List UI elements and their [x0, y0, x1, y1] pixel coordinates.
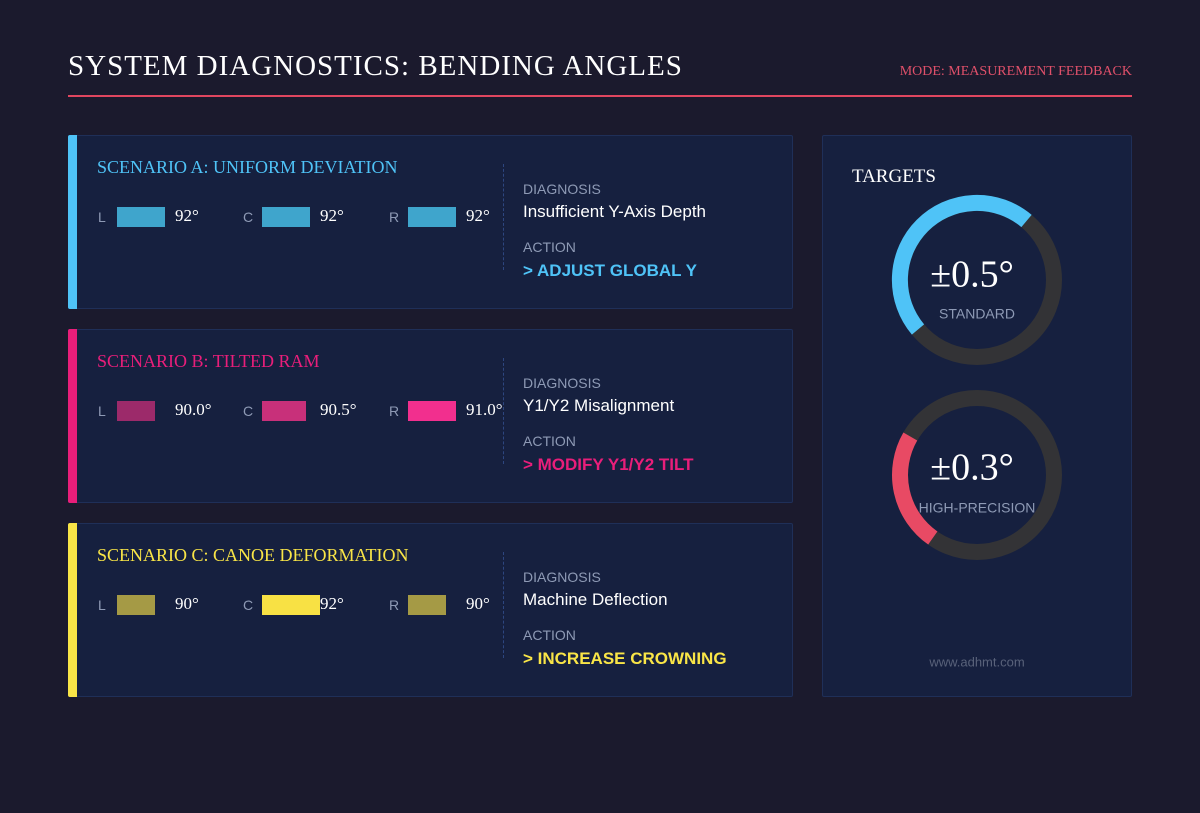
gauge-arc — [892, 432, 938, 545]
reading-value: 90° — [175, 594, 199, 613]
reading-value: 90.5° — [320, 400, 357, 419]
diagnosis-label: DIAGNOSIS — [523, 569, 601, 585]
accent-bar — [68, 329, 77, 503]
scenario-title: SCENARIO B: TILTED RAM — [97, 351, 320, 371]
action-label: ACTION — [523, 433, 576, 449]
reading-bar — [408, 401, 456, 421]
reading-bar — [117, 595, 155, 615]
page-title: SYSTEM DIAGNOSTICS: BENDING ANGLES — [68, 50, 683, 82]
divider — [503, 552, 504, 658]
diagnosis-text: Insufficient Y-Axis Depth — [523, 202, 707, 221]
reading-side: R — [389, 597, 400, 613]
reading-side: C — [243, 403, 254, 419]
scenario-title: SCENARIO C: CANOE DEFORMATION — [97, 545, 409, 565]
reading-side: C — [243, 597, 254, 613]
action-text: > MODIFY Y1/Y2 TILT — [523, 455, 694, 474]
reading-value: 92° — [466, 206, 490, 225]
accent-bar — [68, 135, 77, 309]
targets-title: TARGETS — [852, 166, 936, 187]
targets-panel — [822, 135, 1132, 697]
mode-label: MODE: MEASUREMENT FEEDBACK — [899, 64, 1132, 79]
action-text: > INCREASE CROWNING — [523, 649, 727, 668]
gauge-value: ±0.5° — [930, 254, 1014, 296]
reading-side: R — [389, 403, 400, 419]
reading-side: L — [98, 597, 106, 613]
divider — [503, 164, 504, 270]
accent-bar — [68, 523, 77, 697]
action-text: > ADJUST GLOBAL Y — [523, 261, 697, 280]
gauge-arc — [891, 194, 1032, 335]
footer-url: www.adhmt.com — [928, 654, 1024, 669]
reading-side: L — [98, 403, 106, 419]
reading-bar — [262, 401, 306, 421]
reading-value: 92° — [320, 206, 344, 225]
diagnosis-text: Machine Deflection — [523, 590, 668, 609]
reading-value: 92° — [320, 594, 344, 613]
header-rule — [68, 95, 1132, 97]
reading-side: C — [243, 209, 254, 225]
reading-bar — [408, 207, 456, 227]
divider — [503, 358, 504, 464]
scenario-card: SCENARIO A: UNIFORM DEVIATION L 92° C 92° R 92… — [68, 135, 793, 309]
action-label: ACTION — [523, 239, 576, 255]
diagnosis-text: Y1/Y2 Misalignment — [523, 396, 675, 415]
reading-bar — [117, 207, 165, 227]
gauge-value: ±0.3° — [930, 447, 1014, 489]
action-label: ACTION — [523, 627, 576, 643]
reading-value: 90° — [466, 594, 490, 613]
reading-value: 91.0° — [466, 400, 503, 419]
reading-side: R — [389, 209, 400, 225]
gauge-label: STANDARD — [939, 306, 1015, 322]
reading-bar — [262, 595, 320, 615]
diagnosis-label: DIAGNOSIS — [523, 181, 601, 197]
scenario-card: SCENARIO B: TILTED RAM L 90.0° C 90.5° R 91.0°… — [68, 329, 793, 503]
reading-bar — [262, 207, 310, 227]
reading-value: 92° — [175, 206, 199, 225]
reading-side: L — [98, 209, 106, 225]
reading-value: 90.0° — [175, 400, 212, 419]
reading-bar — [117, 401, 155, 421]
reading-bar — [408, 595, 446, 615]
diagnosis-label: DIAGNOSIS — [523, 375, 601, 391]
scenario-card: SCENARIO C: CANOE DEFORMATION L 90° C 92° R 90… — [68, 523, 793, 697]
scenario-title: SCENARIO A: UNIFORM DEVIATION — [97, 157, 398, 177]
gauge-label: HIGH-PRECISION — [919, 500, 1036, 516]
